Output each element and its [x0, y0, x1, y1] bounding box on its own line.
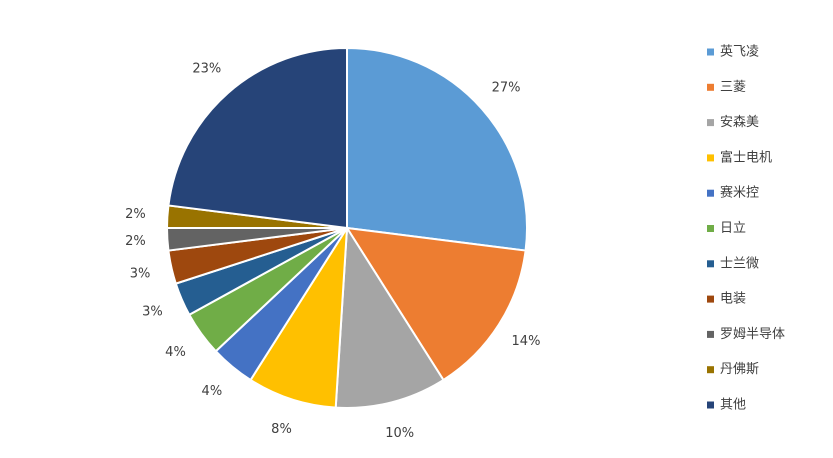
legend-label: 赛米控 [720, 185, 759, 201]
data-label: 10% [385, 426, 414, 441]
pie-slice [334, 224, 445, 409]
legend-label: 其他 [720, 398, 746, 413]
legend-label: 安森美 [720, 115, 759, 130]
legend-swatch [707, 189, 714, 197]
legend-label: 富士电机 [720, 149, 772, 165]
legend-swatch [707, 330, 714, 338]
legend-swatch [707, 83, 714, 91]
legend-swatch [707, 401, 714, 409]
legend-swatch [707, 154, 714, 162]
data-label: 27% [492, 80, 521, 95]
legend-swatch [707, 119, 714, 127]
legend-swatch [707, 295, 714, 303]
data-label: 2% [125, 234, 146, 249]
legend-label: 士兰微 [720, 256, 759, 271]
legend-label: 电装 [720, 292, 746, 307]
legend-label: 丹佛斯 [720, 362, 759, 377]
pie-slice [249, 227, 348, 409]
data-label: 4% [202, 384, 223, 399]
legend-label: 英飞凌 [720, 45, 759, 60]
legend-swatch [707, 366, 714, 374]
legend-label: 罗姆半导体 [720, 327, 785, 342]
data-label: 2% [125, 207, 146, 222]
data-label: 8% [271, 422, 292, 437]
legend-swatch [707, 48, 714, 56]
pie-slice [345, 226, 527, 382]
data-label: 4% [165, 345, 186, 360]
legend-label: 日立 [720, 221, 746, 236]
data-label: 23% [192, 61, 221, 76]
pie-slice [346, 46, 528, 252]
legend-label: 三菱 [720, 80, 746, 95]
legend-swatch [707, 260, 714, 268]
legend-swatch [707, 225, 714, 232]
data-label: 3% [130, 267, 151, 282]
pie-slice [167, 46, 348, 230]
data-label: 14% [512, 334, 541, 349]
data-label: 3% [142, 305, 163, 320]
